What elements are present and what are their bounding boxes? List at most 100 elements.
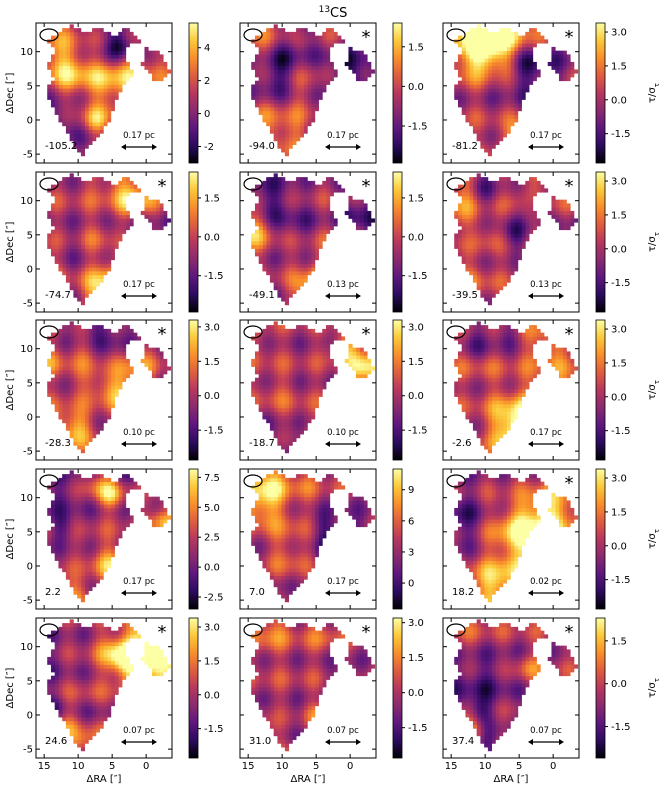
heatmap-cell <box>114 340 119 345</box>
heatmap-cell <box>367 370 372 375</box>
heatmap-cell <box>499 39 504 44</box>
heatmap-cell <box>484 43 489 48</box>
heatmap-cell <box>262 381 267 386</box>
heatmap-cell <box>95 73 100 78</box>
heatmap-cell <box>88 426 93 431</box>
heatmap-cell <box>269 129 275 134</box>
heatmap-cell <box>461 54 466 59</box>
heatmap-cell <box>491 240 496 246</box>
heatmap-cell <box>262 180 267 186</box>
heatmap-cell <box>487 434 493 439</box>
heatmap-cell <box>296 325 301 330</box>
heatmap-cell <box>288 293 293 298</box>
heatmap-cell <box>277 385 282 390</box>
heatmap-cell <box>318 35 323 40</box>
heatmap-cell <box>47 84 52 89</box>
heatmap-cell <box>484 122 489 127</box>
heatmap-cell <box>69 180 74 186</box>
heatmap-cell <box>491 222 496 227</box>
heatmap-cell <box>118 180 123 186</box>
heatmap-cell <box>517 214 522 219</box>
heatmap-cell <box>495 426 500 431</box>
heatmap-cell <box>258 256 263 261</box>
heatmap-cell <box>284 35 290 40</box>
heatmap-cell <box>50 351 56 356</box>
heatmap-cell <box>303 95 308 100</box>
heatmap-cell <box>284 180 290 186</box>
heatmap-cell <box>359 207 364 212</box>
heatmap-cell <box>269 114 275 119</box>
heatmap-cell <box>95 192 100 197</box>
axes-frame <box>239 319 377 461</box>
heatmap-cell <box>110 336 115 341</box>
heatmap-cell <box>65 58 71 63</box>
heatmap-cell <box>359 362 364 367</box>
heatmap-cell <box>95 180 100 186</box>
heatmap-cell <box>303 263 308 268</box>
heatmap-cell <box>476 419 481 424</box>
heatmap-cell <box>266 347 271 352</box>
heatmap-cell <box>311 225 316 231</box>
heatmap-cell <box>281 388 286 394</box>
heatmap-cell <box>326 370 331 375</box>
heatmap-cell <box>159 358 164 364</box>
heatmap-cell <box>288 95 293 100</box>
heatmap-cell <box>258 366 263 371</box>
heatmap-cell <box>73 133 78 138</box>
heatmap-cell <box>469 177 474 182</box>
heatmap-cell <box>50 396 56 401</box>
heatmap-cell <box>266 229 271 234</box>
heatmap-cell <box>254 192 260 197</box>
heatmap-cell <box>558 69 564 74</box>
heatmap-cell <box>103 244 108 249</box>
heatmap-cell <box>521 84 526 89</box>
heatmap-cell <box>562 69 567 74</box>
heatmap-cell <box>558 73 564 78</box>
heatmap-cell <box>62 31 67 37</box>
heatmap-cell <box>99 39 104 44</box>
heatmap-cell <box>476 84 481 89</box>
heatmap-cell <box>277 340 282 345</box>
heatmap-cell <box>151 222 157 227</box>
heatmap-cell <box>288 267 293 272</box>
heatmap-cell <box>99 259 104 264</box>
heatmap-cell <box>258 69 263 74</box>
heatmap-cell <box>355 65 361 70</box>
heatmap-cell <box>269 118 275 123</box>
heatmap-cell <box>307 54 312 59</box>
heatmap-cell <box>88 351 93 356</box>
heatmap-cell <box>314 396 319 401</box>
heatmap-cell <box>281 46 286 52</box>
heatmap-cell <box>107 396 112 401</box>
heatmap-cell <box>469 80 474 85</box>
heatmap-cell <box>288 54 293 59</box>
heatmap-cell <box>480 110 485 115</box>
heatmap-cell <box>84 441 89 446</box>
heatmap-cell <box>103 88 108 93</box>
heatmap-cell <box>558 199 564 204</box>
heatmap-cell <box>292 430 297 435</box>
heatmap-cell <box>77 54 82 59</box>
heatmap-cell <box>352 58 357 63</box>
beam-ellipse <box>243 28 263 42</box>
heatmap-cell <box>69 107 74 112</box>
heatmap-cell <box>307 362 312 367</box>
heatmap-cell <box>525 61 530 67</box>
heatmap-cell <box>547 61 552 67</box>
heatmap-cell <box>499 248 504 253</box>
heatmap-cell <box>292 65 297 70</box>
heatmap-cell <box>73 343 78 349</box>
heatmap-cell <box>296 195 301 201</box>
heatmap-cell <box>281 180 286 186</box>
heatmap-cell <box>277 137 282 142</box>
heatmap-cell <box>506 73 511 78</box>
heatmap-cell <box>558 65 564 70</box>
heatmap-cell <box>461 110 466 115</box>
heatmap-cell <box>355 351 361 356</box>
heatmap-cell <box>62 366 67 371</box>
heatmap-cell <box>65 248 71 253</box>
heatmap-cell <box>284 355 290 360</box>
heatmap-cell <box>495 58 500 63</box>
heatmap-cell <box>103 99 108 104</box>
heatmap-cell <box>80 328 86 334</box>
